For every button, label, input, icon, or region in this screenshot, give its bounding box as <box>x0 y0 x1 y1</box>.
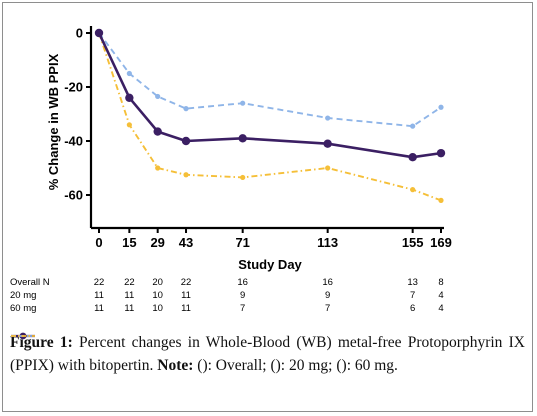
x-tick-label: 71 <box>235 235 249 250</box>
figure-caption: Figure 1: Percent changes in Whole-Blood… <box>10 331 525 377</box>
series-line-60-mg <box>98 32 442 202</box>
chart-axes: 0 -20 -40 -60 0 15 29 43 71 113 155 169 <box>64 26 452 251</box>
n-table-cell: 7 <box>325 303 330 314</box>
figure-label: Figure 1: <box>10 334 73 351</box>
n-table-row-label: 60 mg <box>10 303 36 314</box>
data-point-60-mg <box>438 197 444 203</box>
series-layer <box>94 28 446 203</box>
data-point-60-mg <box>155 165 161 171</box>
data-point-overall <box>125 93 134 103</box>
x-tick-label: 15 <box>122 235 136 250</box>
data-point-60-mg <box>126 122 132 128</box>
n-table-cell: 7 <box>410 290 415 301</box>
n-table-row-label: 20 mg <box>10 290 36 301</box>
data-point-overall <box>408 153 417 162</box>
n-table-cell: 7 <box>240 303 245 314</box>
data-point-overall <box>153 127 162 136</box>
n-table-cell: 20 <box>152 277 163 288</box>
x-tick-label: 169 <box>430 235 452 250</box>
x-tick-label: 0 <box>95 235 102 250</box>
x-tick-label: 29 <box>150 235 164 250</box>
x-tick-label: 43 <box>179 235 193 250</box>
n-table-cell: 10 <box>152 303 163 314</box>
data-point-overall <box>94 28 104 38</box>
legend-60mg-label: ): 60 mg. <box>341 357 398 374</box>
n-table-cell: 22 <box>94 277 105 288</box>
n-table-cell: 16 <box>237 277 248 288</box>
note-label: Note: <box>157 357 194 374</box>
series-line-overall <box>97 32 442 159</box>
y-axis-label: % Change in WB PPIX <box>46 53 61 190</box>
data-point-20-mg <box>240 100 246 106</box>
n-table-cell: 9 <box>325 290 330 301</box>
x-tick-label: 155 <box>402 235 424 250</box>
data-point-60-mg <box>325 165 331 171</box>
y-tick-label: 0 <box>76 26 83 41</box>
n-table-cell: 6 <box>410 303 415 314</box>
n-table-cell: 9 <box>240 290 245 301</box>
n-table-cell: 11 <box>181 290 191 301</box>
data-point-overall <box>238 134 247 143</box>
n-table-cell: 22 <box>124 277 135 288</box>
series-line-20-mg <box>98 32 442 128</box>
n-at-risk-table: Overall N 22 22 20 22 16 16 13 8 20 mg 11 11 10 11 9 9 7… <box>10 277 444 314</box>
data-point-20-mg <box>183 106 189 112</box>
data-point-overall <box>436 148 446 158</box>
n-table-cell: 11 <box>181 303 191 314</box>
caption-text: Percent changes in Whole-Blood (WB) meta… <box>10 334 525 374</box>
60mg-legend-icon <box>11 335 35 337</box>
n-table-cell: 11 <box>124 303 134 314</box>
n-table-cell: 13 <box>407 277 418 288</box>
line-chart: 0-20-40-600 15 29 43 71 113 155 169 % Change in… <box>10 26 452 315</box>
data-point-60-mg <box>183 172 189 178</box>
data-point-20-mg <box>325 115 331 121</box>
n-table-cell: 16 <box>322 277 333 288</box>
data-point-60-mg <box>410 187 416 193</box>
n-table-row-label: Overall N <box>10 277 50 288</box>
legend-open-paren-overall: ( <box>197 357 203 374</box>
legend-open-paren-20mg: ( <box>270 357 276 374</box>
x-tick-label: 113 <box>317 235 338 250</box>
n-table-cell: 8 <box>438 277 443 288</box>
n-table-cell: 4 <box>438 290 443 301</box>
data-point-20-mg <box>438 104 444 110</box>
data-point-20-mg <box>126 70 132 77</box>
n-table-cell: 22 <box>181 277 192 288</box>
y-tick-label: -40 <box>64 134 83 149</box>
data-point-60-mg <box>240 174 246 181</box>
y-tick-label: -60 <box>64 188 83 203</box>
data-point-overall <box>181 136 191 146</box>
n-table-cell: 11 <box>124 290 134 301</box>
n-table-cell: 4 <box>438 303 443 314</box>
data-point-20-mg <box>155 93 161 100</box>
y-tick-label: -20 <box>64 80 83 95</box>
n-table-cell: 11 <box>94 303 104 314</box>
data-point-overall <box>323 139 332 148</box>
data-point-20-mg <box>410 123 416 129</box>
x-axis-label: Study Day <box>238 257 302 272</box>
n-table-cell: 11 <box>94 290 104 301</box>
legend-20mg-label: ): 20 mg; <box>275 357 333 374</box>
legend-open-paren-60mg: ( <box>336 357 342 374</box>
n-table-cell: 10 <box>152 290 163 301</box>
legend-overall-label: ): Overall; <box>202 357 267 374</box>
